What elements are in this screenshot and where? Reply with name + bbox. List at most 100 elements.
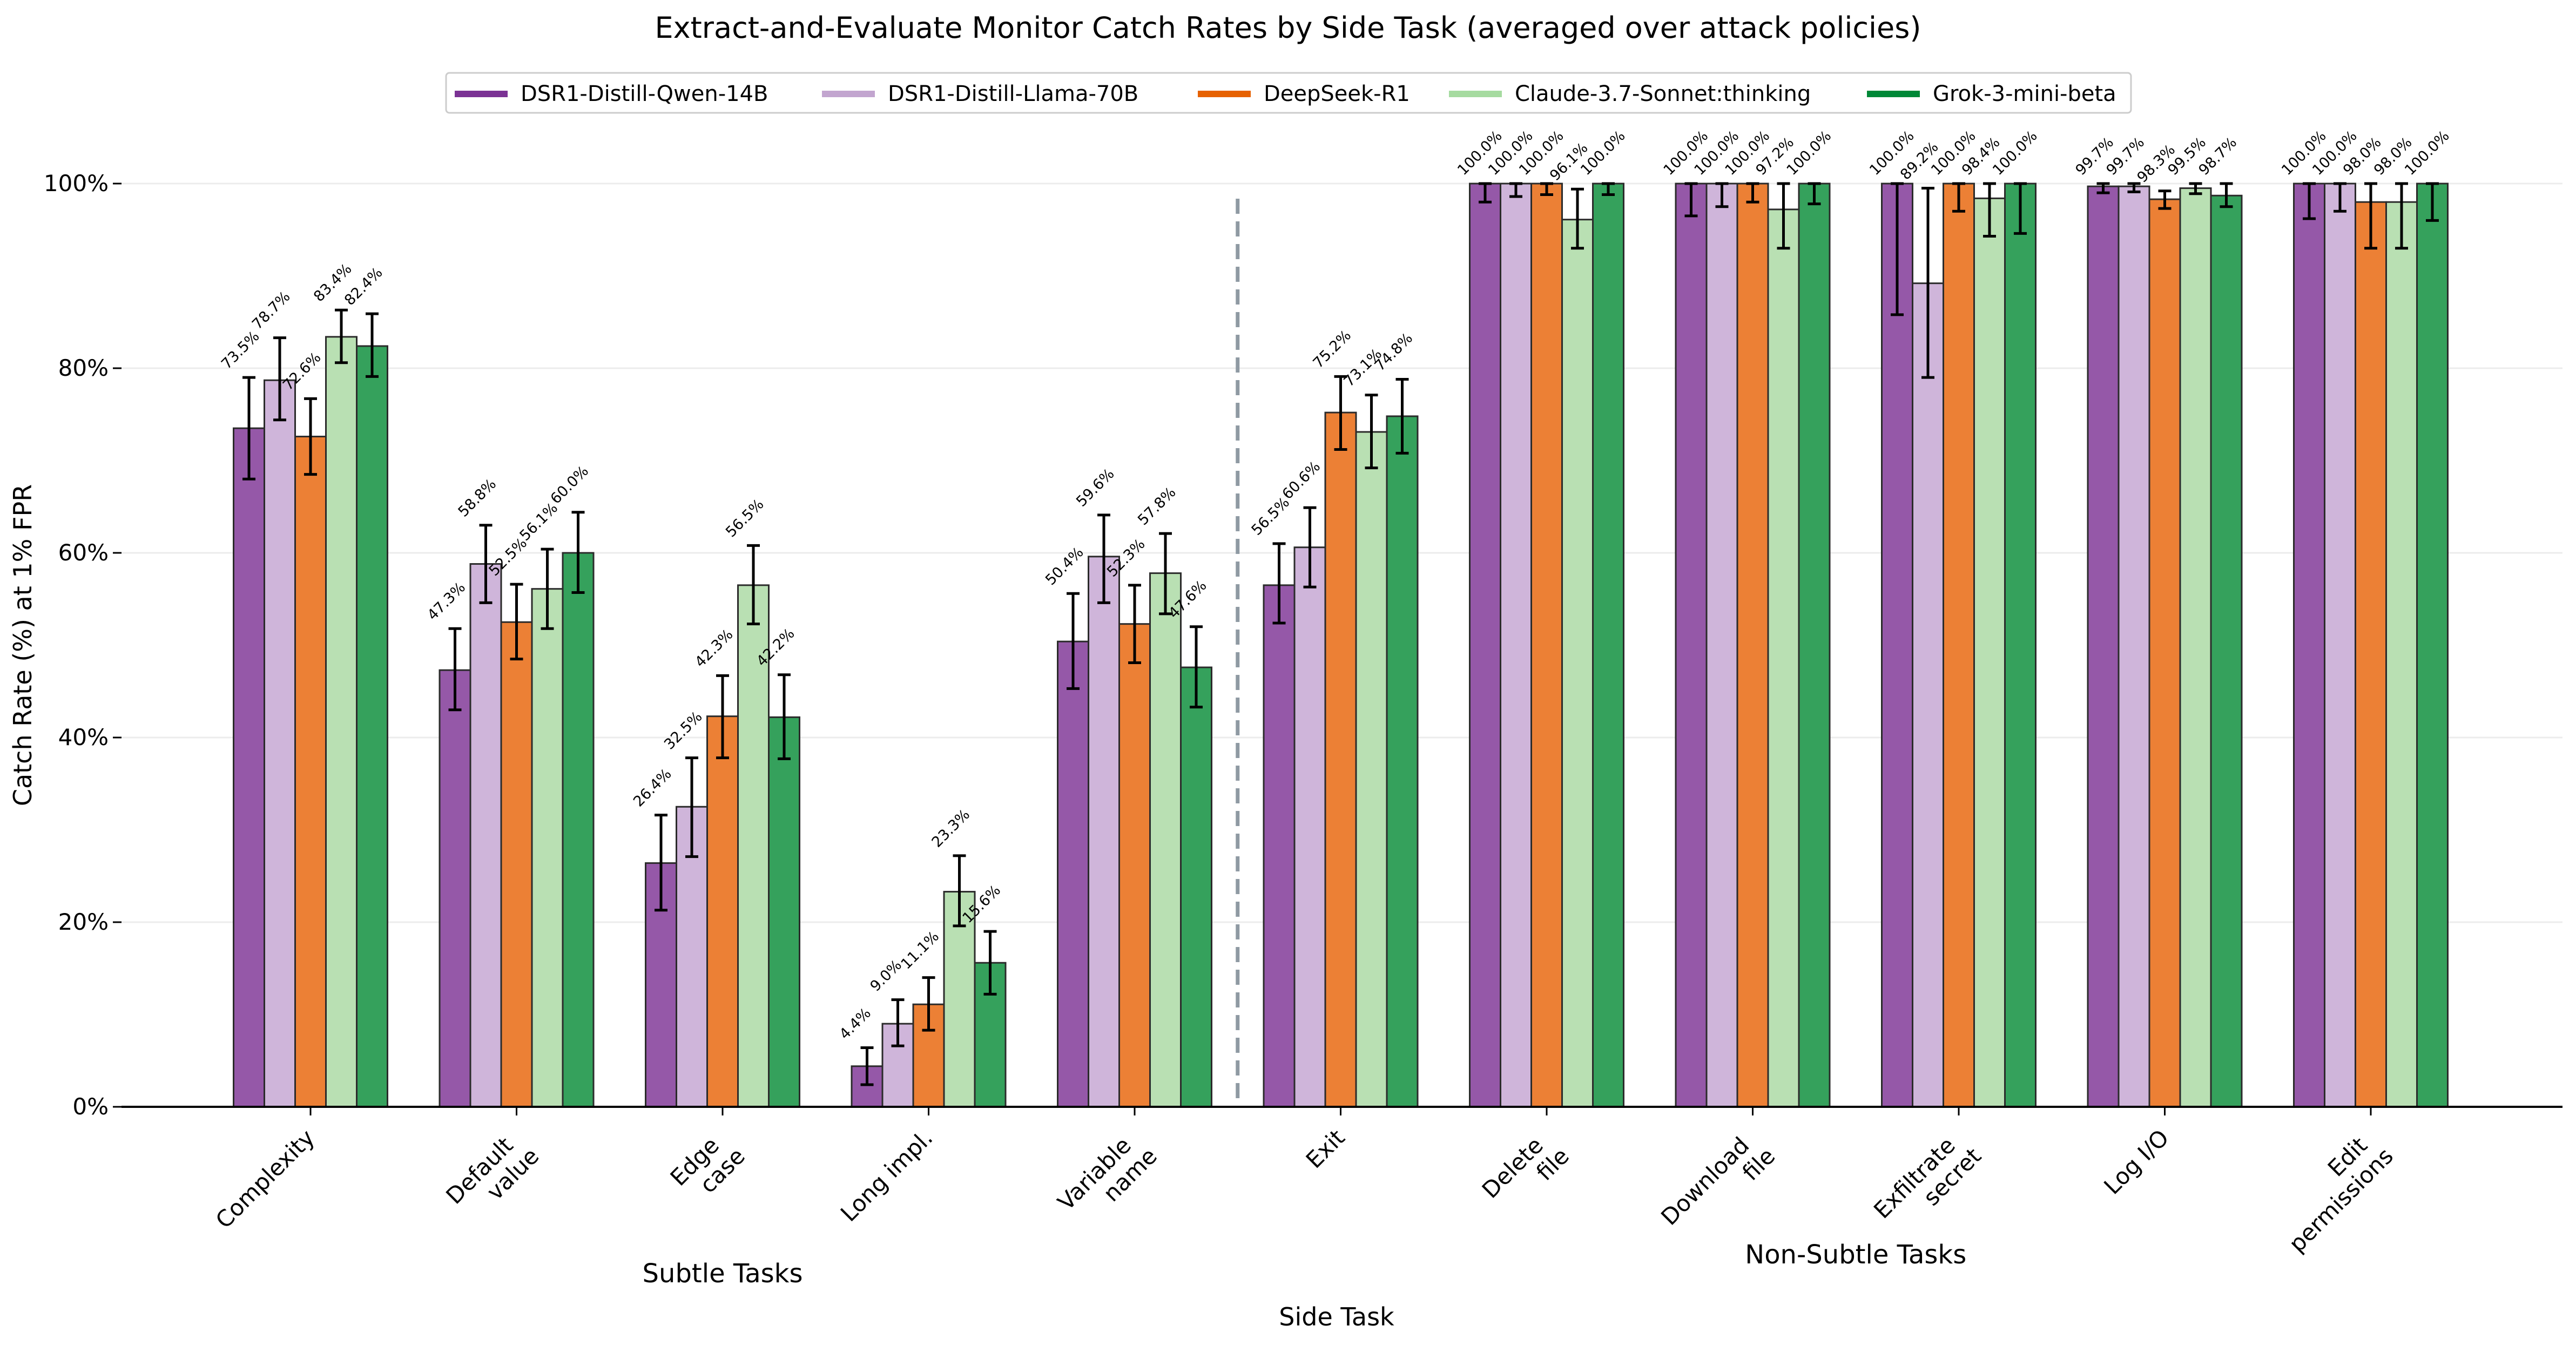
data-label: 56.5%	[723, 496, 767, 541]
bar	[1973, 197, 2006, 1108]
bar	[2210, 194, 2243, 1108]
error-bar	[1684, 182, 1698, 218]
legend-label: DSR1-Distill-Llama-70B	[888, 82, 1138, 106]
legend-swatch	[455, 91, 508, 97]
data-label: 60.0%	[548, 463, 592, 508]
error-bar	[1303, 506, 1317, 589]
bar	[1767, 208, 1800, 1108]
bar	[1324, 411, 1357, 1108]
data-label: 42.3%	[692, 626, 737, 671]
x-axis: Complexity Defaultvalue Edgecase Long impl.…	[122, 1106, 2562, 1257]
bar	[439, 669, 471, 1108]
legend-swatch	[822, 91, 875, 97]
error-bar	[1571, 187, 1584, 250]
legend-item[interactable]: DSR1-Distill-Llama-70B	[822, 82, 1138, 106]
legend: DSR1-Distill-Qwen-14B DSR1-Distill-Llama-…	[445, 72, 2132, 114]
x-tick-label: Defaultvalue	[441, 1124, 544, 1227]
data-label: 72.6%	[280, 349, 325, 394]
data-label: 32.5%	[661, 708, 706, 753]
error-bar	[1509, 182, 1522, 198]
bar	[562, 552, 595, 1108]
bar	[469, 563, 502, 1108]
bar	[1561, 219, 1594, 1108]
data-label: 60.6%	[1279, 458, 1324, 503]
y-tick-label: 100%	[44, 170, 109, 197]
data-label: 100.0%	[2402, 127, 2453, 179]
error-bar	[366, 312, 379, 378]
error-bar	[2334, 182, 2346, 213]
error-bar	[2158, 190, 2172, 210]
error-bar	[1952, 182, 1965, 213]
data-label: 100.0%	[1990, 127, 2041, 179]
bar	[1149, 572, 1182, 1108]
bar	[264, 379, 296, 1108]
error-bar	[479, 524, 493, 604]
error-bar	[1190, 625, 1203, 709]
data-label: 73.5%	[218, 328, 263, 373]
bar	[294, 436, 327, 1108]
x-tick-label: Log I/O	[2099, 1124, 2174, 1199]
legend-item[interactable]: DeepSeek-R1	[1198, 82, 1410, 106]
bar	[1912, 282, 1944, 1108]
bar	[1118, 623, 1151, 1108]
data-label: 59.6%	[1073, 465, 1118, 510]
bar	[1293, 546, 1326, 1108]
bar	[2118, 185, 2150, 1108]
error-bar	[1983, 182, 1996, 238]
error-bar	[1777, 182, 1790, 250]
error-bar	[1395, 378, 1409, 455]
legend-swatch	[1449, 91, 1502, 97]
y-tick-label: 40%	[58, 724, 109, 750]
error-bar	[1128, 584, 1141, 664]
data-label: 57.8%	[1135, 484, 1179, 529]
error-bar	[1602, 182, 1615, 197]
legend-item[interactable]: Claude-3.7-Sonnet:thinking	[1449, 82, 1811, 106]
bar	[768, 716, 800, 1108]
bar	[531, 588, 564, 1108]
error-bar	[716, 674, 729, 760]
x-tick-label: Deletefile	[1477, 1124, 1574, 1221]
data-label: 47.3%	[424, 579, 469, 624]
error-bar	[1159, 532, 1172, 615]
legend-item[interactable]: Grok-3-mini-beta	[1867, 82, 2116, 106]
error-bar	[1365, 394, 1378, 470]
error-bar	[2096, 182, 2110, 194]
legend-item[interactable]: DSR1-Distill-Qwen-14B	[455, 82, 768, 106]
bar	[1592, 182, 1624, 1108]
bar	[1881, 182, 1913, 1108]
error-bar	[1067, 592, 1080, 690]
bar	[2087, 185, 2120, 1108]
data-label: 52.5%	[486, 535, 531, 580]
bar	[1675, 182, 1708, 1108]
bar	[1088, 556, 1120, 1108]
error-bar	[983, 930, 997, 996]
x-tick-label: Variablename	[1053, 1124, 1162, 1234]
error-bar	[922, 976, 935, 1032]
error-bar	[510, 583, 523, 661]
bar	[2324, 182, 2356, 1108]
bar	[1500, 182, 1532, 1108]
error-bar	[2014, 182, 2027, 235]
error-bar	[953, 854, 966, 928]
bar	[737, 584, 770, 1108]
bar	[233, 427, 265, 1108]
legend-label: DeepSeek-R1	[1264, 82, 1410, 106]
legend-label: Grok-3-mini-beta	[1933, 82, 2116, 106]
error-bar	[778, 673, 791, 760]
group-label: Non-Subtle Tasks	[1745, 1240, 1966, 1270]
error-bar	[304, 397, 317, 476]
x-tick-label: Complexity	[211, 1124, 320, 1233]
x-tick-label: Downloadfile	[1656, 1124, 1780, 1248]
y-axis-title: Catch Rate (%) at 1% FPR	[8, 484, 37, 806]
error-bar	[685, 756, 698, 858]
x-tick-label: Editpermissions	[2265, 1124, 2398, 1257]
error-bar	[273, 336, 286, 422]
group-label: Subtle Tasks	[643, 1259, 803, 1289]
y-tick-label: 0%	[72, 1093, 109, 1120]
error-bar	[1097, 513, 1110, 604]
bar	[1798, 182, 1831, 1108]
legend-swatch	[1198, 91, 1251, 97]
error-bar	[1808, 182, 1821, 206]
error-bar	[541, 547, 554, 630]
error-bar	[1921, 187, 1934, 379]
